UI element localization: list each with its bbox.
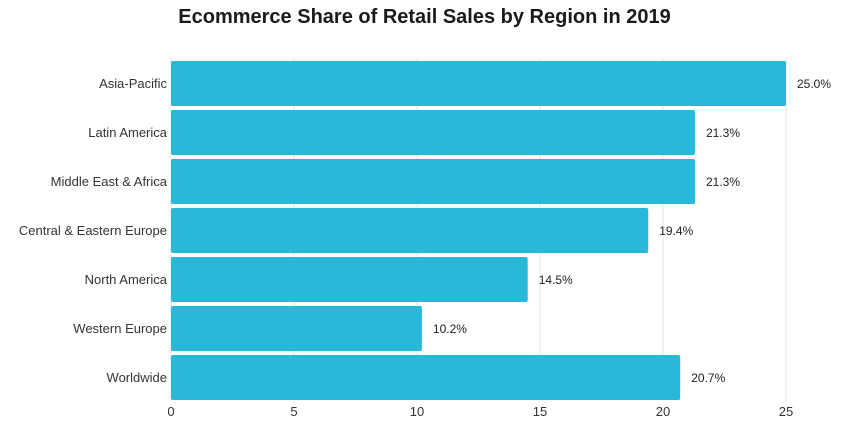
category-labels: Asia-Pacific Latin America Middle East & A… <box>19 76 168 385</box>
bar <box>171 355 681 400</box>
category-label: Middle East & Africa <box>51 174 168 189</box>
category-label: Western Europe <box>73 321 167 336</box>
bar <box>171 110 695 155</box>
value-label: 14.5% <box>539 273 573 287</box>
value-label: 10.2% <box>433 322 467 336</box>
value-label: 21.3% <box>706 175 740 189</box>
x-tick-label: 15 <box>533 404 547 419</box>
value-label: 20.7% <box>691 371 725 385</box>
value-label: 21.3% <box>706 126 740 140</box>
x-tick-label: 5 <box>290 404 297 419</box>
x-tick-label: 0 <box>167 404 174 419</box>
x-tick-label: 10 <box>410 404 424 419</box>
bar <box>171 208 649 253</box>
value-label: 19.4% <box>659 224 693 238</box>
x-tick-label: 20 <box>656 404 670 419</box>
bar <box>171 159 695 204</box>
category-label: North America <box>85 272 168 287</box>
bar <box>171 61 786 106</box>
category-label: Worldwide <box>107 370 167 385</box>
chart-title: Ecommerce Share of Retail Sales by Regio… <box>178 6 671 28</box>
category-label: Central & Eastern Europe <box>19 223 167 238</box>
x-axis: 0 5 10 15 20 25 <box>167 404 793 419</box>
x-tick-label: 25 <box>779 404 793 419</box>
value-label: 25.0% <box>797 77 831 91</box>
category-label: Latin America <box>88 125 168 140</box>
category-label: Asia-Pacific <box>99 76 167 91</box>
bar <box>171 306 422 351</box>
bar <box>171 257 528 302</box>
bars <box>171 61 786 400</box>
value-labels: 25.0% 21.3% 21.3% 19.4% 14.5% 10.2% 20.7% <box>433 77 831 385</box>
